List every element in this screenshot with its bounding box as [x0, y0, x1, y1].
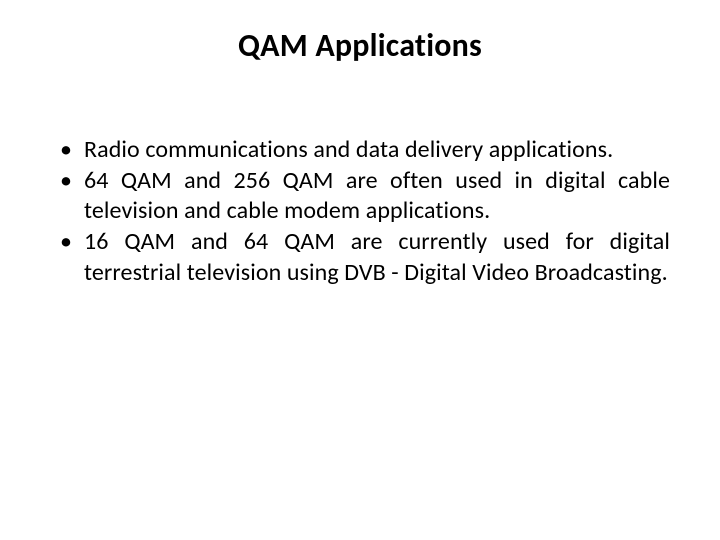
bullet-list: Radio communications and data delivery a…	[40, 135, 680, 289]
slide-title: QAM Applications	[40, 26, 680, 65]
list-item: Radio communications and data delivery a…	[60, 135, 670, 166]
list-item: 64 QAM and 256 QAM are often used in dig…	[60, 166, 670, 227]
slide-container: QAM Applications Radio communications an…	[0, 0, 720, 540]
list-item: 16 QAM and 64 QAM are currently used for…	[60, 227, 670, 288]
